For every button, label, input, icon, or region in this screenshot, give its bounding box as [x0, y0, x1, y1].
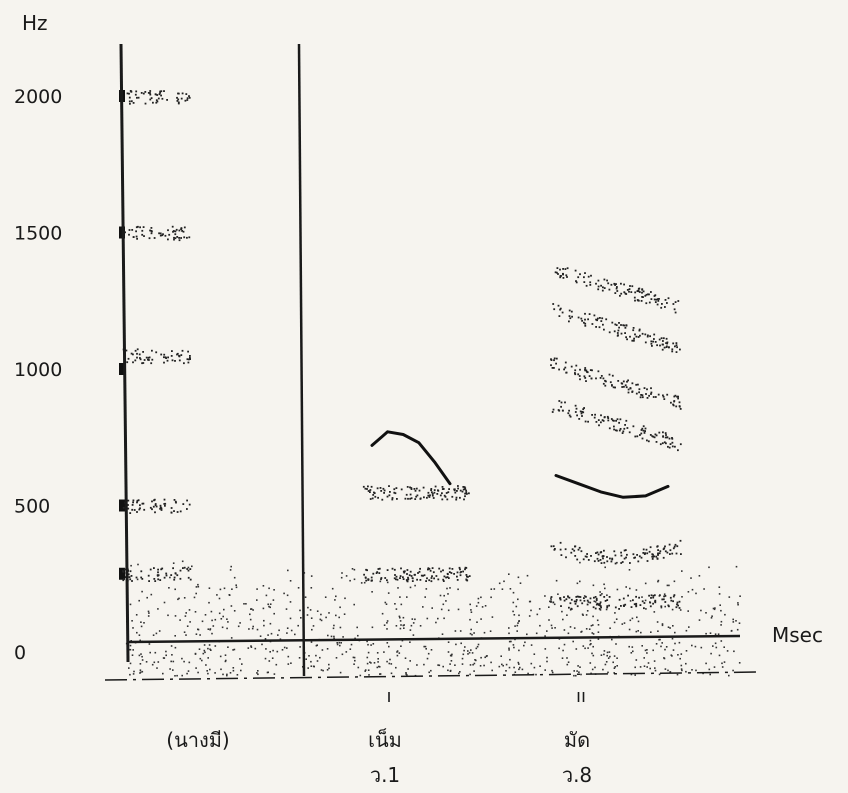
formant-band: [551, 400, 682, 452]
formant-band: [552, 303, 681, 353]
formant-band: [363, 566, 471, 583]
formant-bands: [122, 90, 682, 610]
noise-dots: [119, 90, 741, 677]
formant-band: [554, 267, 680, 314]
formant-band: [122, 348, 191, 365]
formant-band: [550, 357, 682, 410]
formant-band: [362, 485, 470, 501]
segment-value-label: ว.1: [370, 763, 400, 787]
y-axis-title: Hz: [22, 11, 48, 35]
y-tick-label: 500: [14, 496, 50, 518]
y-tick-label: 2000: [14, 86, 62, 108]
segment-value-label: ว.8: [562, 763, 592, 787]
formant-band: [550, 594, 681, 610]
segment-marker: ıı: [576, 686, 586, 707]
segment-divider-line: [297, 43, 306, 677]
formant-band: [122, 498, 191, 514]
segment-labels: (นางมี) ı เน็มว.1 ıı มัดว.8: [166, 686, 592, 787]
formant-band: [124, 225, 191, 242]
segment-label: (นางมี): [166, 728, 229, 752]
y-axis-line: [119, 43, 130, 663]
y-tick-label: 0: [14, 642, 26, 664]
segment-marker: ı: [386, 686, 391, 707]
x-axis-title: Msec: [772, 623, 823, 647]
segment-label: มัด: [564, 728, 590, 752]
pitch-contours: [370, 430, 670, 499]
y-tick-label: 1000: [14, 359, 62, 381]
axes: [104, 43, 761, 681]
formant-band: [550, 539, 682, 565]
y-tick-labels: 2000 1500 1000 500 0: [14, 86, 62, 664]
segment-label: เน็ม: [368, 727, 402, 752]
baseline-dashed: [104, 671, 761, 681]
y-tick-label: 1500: [14, 223, 62, 245]
pitch-contour: [370, 430, 452, 486]
formant-band: [122, 566, 192, 582]
pitch-contour: [554, 474, 670, 499]
x-axis-line: [127, 634, 741, 644]
formant-band: [126, 90, 191, 105]
